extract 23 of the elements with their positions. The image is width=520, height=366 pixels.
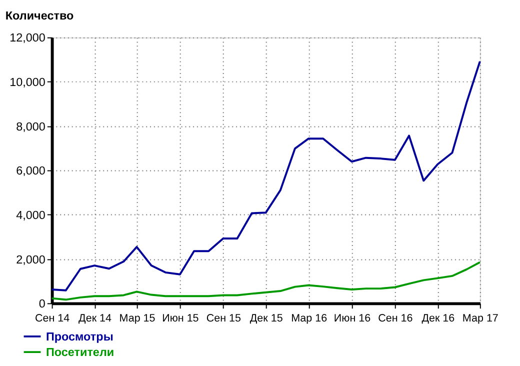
y-tick-label: 2,000 <box>16 253 46 266</box>
x-tick-label: Дек 14 <box>78 312 112 324</box>
x-tick-label: Мар 15 <box>119 312 156 324</box>
x-tick-label: Дек 16 <box>422 312 455 324</box>
line-series <box>50 60 481 292</box>
y-axis-title: Количество <box>5 9 74 22</box>
y-tick-label: 6,000 <box>16 164 46 178</box>
legend-label: Просмотры <box>46 330 114 344</box>
legend-label: Посетители <box>46 346 114 359</box>
x-tick-label: Сен 14 <box>34 312 70 324</box>
line-series <box>50 261 481 301</box>
x-tick-label: Мар 17 <box>462 312 498 324</box>
x-tick-label: Июн 16 <box>334 312 371 324</box>
x-tick-label: Июн 15 <box>162 312 199 324</box>
x-tick-label: Сен 16 <box>378 312 413 324</box>
x-tick-label: Мар 16 <box>291 312 328 324</box>
y-tick-label: 10,000 <box>10 76 46 90</box>
x-tick-label: Дек 15 <box>250 312 283 324</box>
y-tick-label: 12,000 <box>10 32 46 45</box>
y-tick-label: 0 <box>38 298 46 311</box>
y-tick-label: 4,000 <box>16 208 46 222</box>
x-tick-label: Сен 15 <box>206 312 241 324</box>
y-tick-label: 8,000 <box>16 120 46 134</box>
